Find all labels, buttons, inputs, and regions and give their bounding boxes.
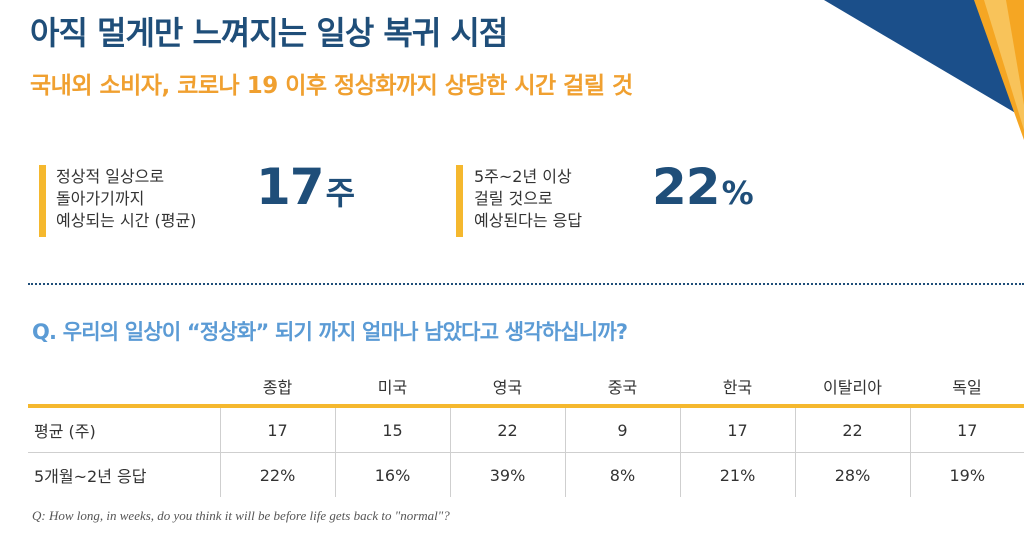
column-header: 미국	[335, 368, 450, 408]
table-cell: 28%	[794, 452, 910, 497]
table-cell: 22%	[219, 452, 335, 497]
column-header: 독일	[910, 368, 1024, 408]
row-label: 5개월~2년 응답	[34, 467, 147, 486]
section-divider	[28, 283, 1024, 285]
row-label: 평균 (주)	[28, 406, 220, 453]
column-header: 한국	[680, 368, 795, 408]
survey-question: Q. 우리의 일상이 “정상화” 되기 까지 얼마나 남았다고 생각하십니까?	[32, 320, 628, 344]
table-cell: 39%	[449, 452, 565, 497]
footnote: Q: How long, in weeks, do you think it w…	[32, 508, 450, 523]
table-row: 평균 (주) 17 15 22 9 17 22 17	[28, 406, 1024, 453]
page-subtitle: 국내외 소비자, 코로나 19 이후 정상화까지 상당한 시간 걸릴 것	[30, 73, 633, 99]
table-cell: 17	[909, 406, 1024, 453]
table-cell: 21%	[679, 452, 795, 497]
table-cell: 22	[794, 406, 910, 453]
stat-value: 17주	[256, 158, 355, 216]
column-header: 종합	[220, 368, 335, 408]
stat-label: 5주~2년 이상 걸릴 것으로 예상된다는 응답	[474, 167, 583, 230]
table-row: 5개월~2년 응답 22% 16% 39% 8% 21% 28% 19%	[28, 452, 1024, 497]
stat-unit: 주	[325, 174, 355, 212]
table-cell: 8%	[564, 452, 680, 497]
stat-label: 정상적 일상으로 돌아가기까지 예상되는 시간 (평균)	[56, 167, 197, 230]
column-header: 중국	[565, 368, 680, 408]
column-header: 이탈리아	[795, 368, 910, 408]
table-cell: 17	[219, 406, 335, 453]
table-cell: 22	[449, 406, 565, 453]
stat-number: 22	[652, 158, 721, 216]
table-cell: 9	[564, 406, 680, 453]
stat-value: 22%	[652, 158, 754, 216]
page-title: 아직 멀게만 느껴지는 일상 복귀 시점	[30, 14, 508, 52]
stat-accent-bar	[456, 165, 463, 237]
table-cell: 15	[334, 406, 450, 453]
stat-number: 17	[256, 158, 325, 216]
stat-accent-bar	[39, 165, 46, 237]
corner-decoration	[824, 0, 1024, 140]
header-cell-empty	[28, 368, 220, 408]
table-cell: 16%	[334, 452, 450, 497]
stat-unit: %	[721, 174, 754, 212]
column-header: 영국	[450, 368, 565, 408]
results-table: 종합 미국 영국 중국 한국 이탈리아 독일 평균 (주) 17 15 22 9…	[28, 368, 1024, 497]
table-cell: 17	[679, 406, 795, 453]
table-header-row: 종합 미국 영국 중국 한국 이탈리아 독일	[28, 368, 1024, 408]
table-cell: 19%	[909, 452, 1024, 497]
